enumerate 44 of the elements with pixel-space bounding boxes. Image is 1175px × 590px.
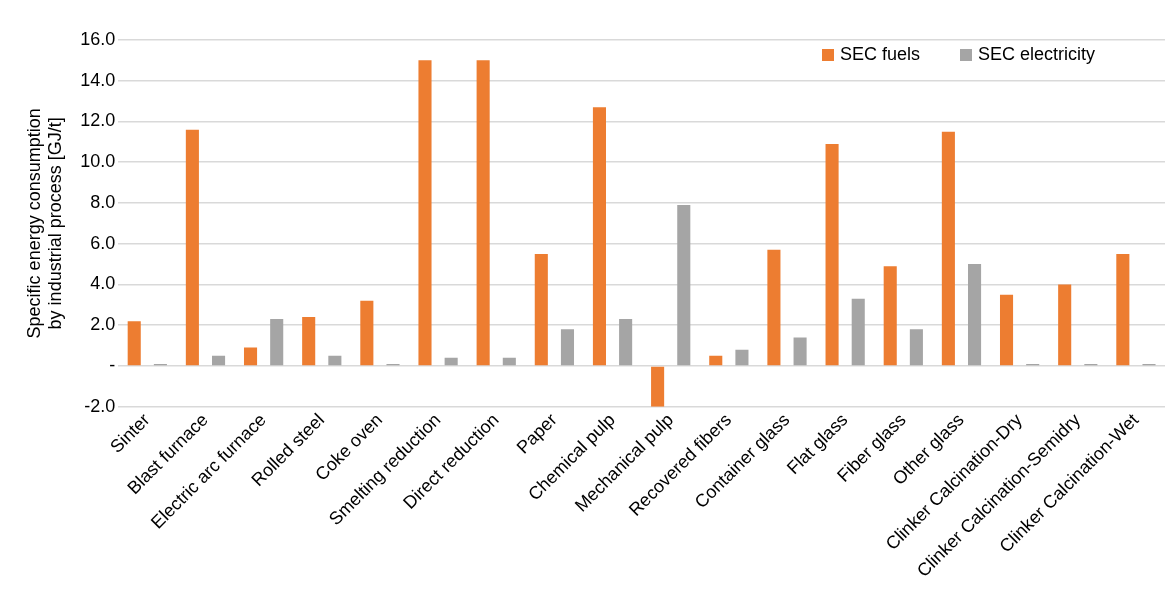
bar [328,355,342,366]
bar [677,205,691,366]
y-tick-label: 8.0 [90,191,116,212]
bar [909,329,923,366]
bar [534,253,548,366]
legend-label: SEC electricity [977,44,1095,65]
y-tick-label: 12.0 [80,110,116,131]
bar [360,300,374,366]
y-tick-label: 6.0 [90,232,116,253]
bar [243,347,258,366]
bar [1116,253,1130,366]
bar [999,294,1014,366]
bar [767,249,781,366]
bar [1058,284,1072,366]
y-tick-label: -2.0 [84,395,116,416]
bar [709,355,723,366]
y-tick-label: 2.0 [90,314,116,335]
bar [560,329,575,366]
bar [476,60,490,366]
bar [883,266,897,366]
bar [968,264,982,366]
bar [651,366,665,407]
y-tick-label: 14.0 [80,69,116,90]
bar [270,319,284,366]
bar [825,143,839,366]
bar [592,107,606,366]
bar [793,337,807,366]
y-tick-label: 4.0 [90,273,116,294]
bar [302,317,316,366]
bar [735,349,749,366]
y-tick-label: 16.0 [80,28,116,49]
bar [444,357,458,366]
bar [418,60,432,366]
bar [185,129,199,366]
bar [619,319,633,366]
bar [851,298,865,366]
y-axis-title: Specific energy consumption by industrial process [GJ/t] [23,108,66,339]
bar [212,355,226,366]
bar [502,357,516,366]
y-tick-label: 10.0 [80,151,116,172]
bar [941,131,955,366]
bar [127,321,141,366]
y-tick-label: - [109,354,116,375]
legend-label: SEC fuels [839,44,920,65]
